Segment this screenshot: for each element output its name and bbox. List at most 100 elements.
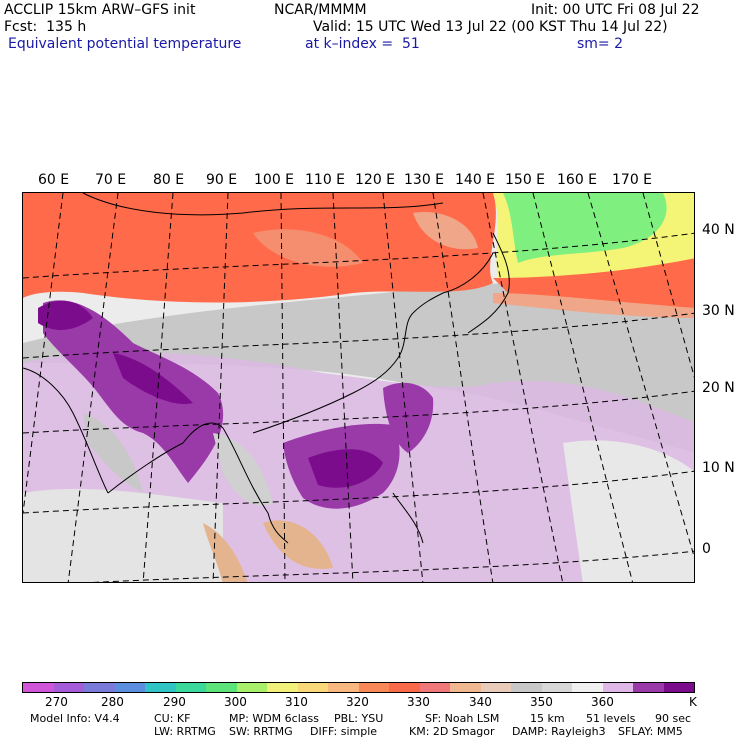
colorbar-segment [389, 683, 420, 692]
meridian-170e [642, 193, 694, 378]
colorbar-label-280: 280 [101, 695, 124, 709]
coast-india-west [23, 367, 109, 494]
meridian-90e [212, 193, 229, 582]
colorbar-unit: K [689, 695, 697, 709]
lon-label-60e: 60 E [38, 172, 70, 188]
warm-patch-mongolia [253, 229, 363, 267]
light-gray-sw-region [23, 488, 223, 582]
light-gray-se-region [563, 440, 694, 582]
lon-label-170e: 170 E [612, 172, 653, 188]
coastlines [23, 193, 510, 544]
lon-label-130e: 130 E [404, 172, 445, 188]
border-north [82, 193, 444, 216]
lon-label-150e: 150 E [505, 172, 546, 188]
cumulus-scheme: CU: KF [154, 712, 191, 725]
colorbar-label-310: 310 [285, 695, 308, 709]
meridian-100e [280, 193, 286, 582]
warm-edge-region [493, 293, 694, 318]
colorbar-segment [663, 683, 694, 692]
colorbar-label-360: 360 [591, 695, 614, 709]
map-panel [22, 192, 695, 583]
coast-malay [222, 427, 289, 544]
colorbar-segment [633, 683, 664, 692]
graticule [23, 193, 694, 582]
colorbar-label-320: 320 [346, 695, 369, 709]
coast-japan [467, 232, 510, 334]
surface-scheme: SF: Noah LSM [425, 712, 500, 725]
meridian-150e [532, 193, 634, 582]
warm-patch-manchuria [413, 212, 478, 250]
km-scheme: KM: 2D Smagor [409, 725, 495, 738]
coast-china [252, 312, 414, 434]
colorbar-segment [175, 683, 206, 692]
gray-indochina [213, 433, 273, 506]
colorbar-segment [23, 683, 54, 692]
coast-philippines [392, 492, 424, 544]
lon-label-100e: 100 E [254, 172, 295, 188]
green-region [503, 193, 667, 263]
forecast-hour: Fcst: 135 h [4, 19, 87, 35]
colorbar-segment [267, 683, 298, 692]
colorbar-segment [602, 683, 633, 692]
colorbar-segment [297, 683, 328, 692]
colorbar-segment [206, 683, 237, 692]
meridian-120e [382, 193, 424, 582]
warm-air-region [23, 193, 496, 303]
dark-purple-scs [308, 449, 383, 488]
colorbar [22, 682, 695, 693]
meridian-130e [432, 193, 494, 582]
longwave-scheme: LW: RRTMG [154, 725, 216, 738]
colorbar-segment [480, 683, 511, 692]
colorbar-segment [511, 683, 542, 692]
lon-label-120e: 120 E [355, 172, 396, 188]
center-name: NCAR/MMMM [274, 2, 367, 18]
colorbar-label-270: 270 [45, 695, 68, 709]
smoothing: sm= 2 [577, 36, 624, 52]
lon-label-140e: 140 E [455, 172, 496, 188]
meridian-60e [23, 193, 64, 514]
colorbar-label-290: 290 [163, 695, 186, 709]
purple-philippine-sea [383, 382, 434, 453]
colorbar-label-340: 340 [469, 695, 492, 709]
colorbar-segment [84, 683, 115, 692]
meridian-70e [67, 193, 119, 582]
meridian-140e [482, 193, 564, 582]
lat-label-0: 0 [702, 541, 711, 557]
lon-label-90e: 90 E [206, 172, 238, 188]
level-index: at k–index = 51 [305, 36, 420, 52]
pbl-scheme: PBL: YSU [334, 712, 384, 725]
lon-label-80e: 80 E [153, 172, 185, 188]
colorbar-segment [450, 683, 481, 692]
microphysics-scheme: MP: WDM 6class [229, 712, 319, 725]
lat-label-40n: 40 N [702, 222, 735, 238]
tan-sumatra [203, 523, 248, 582]
colorbar-segment [145, 683, 176, 692]
colorbar-segment [572, 683, 603, 692]
model-title: ACCLIP 15km ARW–GFS init [4, 2, 196, 18]
meridian-80e [142, 193, 174, 582]
lat-label-20n: 20 N [702, 380, 735, 396]
colorbar-segment [53, 683, 84, 692]
colorbar-segment [541, 683, 572, 692]
diffusion-scheme: DIFF: simple [310, 725, 378, 738]
colorbar-segment [114, 683, 145, 692]
theta-e-map [23, 193, 694, 582]
vertical-levels: 51 levels [586, 712, 636, 725]
colorbar-segment [358, 683, 389, 692]
coast-india-east [107, 422, 224, 494]
meridian-110e [332, 193, 354, 582]
damping-scheme: DAMP: Rayleigh3 [512, 725, 606, 738]
purple-india-region [43, 300, 224, 483]
colorbar-segment [419, 683, 450, 692]
time-step: 90 sec [655, 712, 692, 725]
dark-purple-pakistan [38, 300, 93, 330]
coast-korea [412, 252, 494, 314]
init-time: Init: 00 UTC Fri 08 Jul 22 [531, 2, 700, 18]
parallel-0 [91, 550, 694, 582]
valid-time: Valid: 15 UTC Wed 13 Jul 22 (00 KST Thu … [313, 19, 668, 35]
shortwave-scheme: SW: RRTMG [229, 725, 293, 738]
grid-resolution: 15 km [530, 712, 565, 725]
gray-deccan [83, 413, 143, 493]
colorbar-segment [328, 683, 359, 692]
dark-purple-ganges [113, 353, 193, 404]
